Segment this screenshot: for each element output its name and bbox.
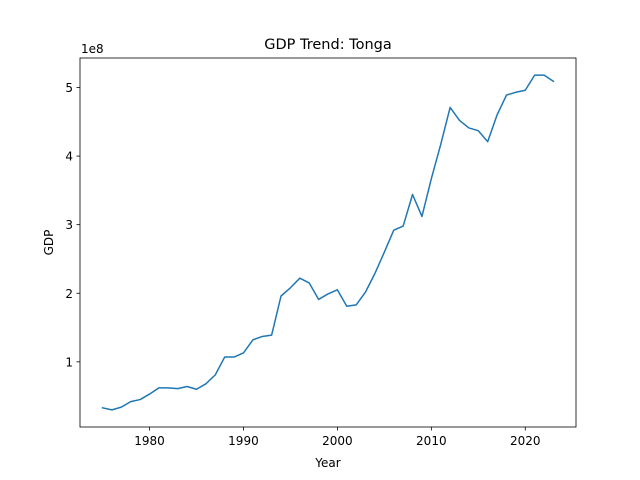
y-tick-label: 4	[65, 150, 73, 164]
y-tick-label: 2	[65, 287, 73, 301]
plot-frame	[79, 57, 577, 428]
series-group	[101, 74, 555, 411]
x-tick-label: 2000	[322, 434, 353, 448]
x-tick-label: 2010	[416, 434, 447, 448]
x-tick-label: 1990	[228, 434, 259, 448]
y-axis-label: GDP	[42, 230, 56, 256]
x-tick-label: 1980	[134, 434, 165, 448]
x-axis-label: Year	[314, 456, 340, 470]
y-axis: 1 2 3 4 5	[65, 81, 80, 369]
y-tick-label: 3	[65, 218, 73, 232]
x-axis: 1980 1990 2000 2010 2020	[134, 427, 541, 448]
x-tick-label: 2020	[510, 434, 541, 448]
chart-title: GDP Trend: Tonga	[264, 37, 391, 53]
y-offset-label: 1e8	[81, 42, 104, 56]
y-tick-label: 1	[65, 355, 73, 369]
y-tick-label: 5	[65, 81, 73, 95]
series-line	[101, 74, 555, 411]
